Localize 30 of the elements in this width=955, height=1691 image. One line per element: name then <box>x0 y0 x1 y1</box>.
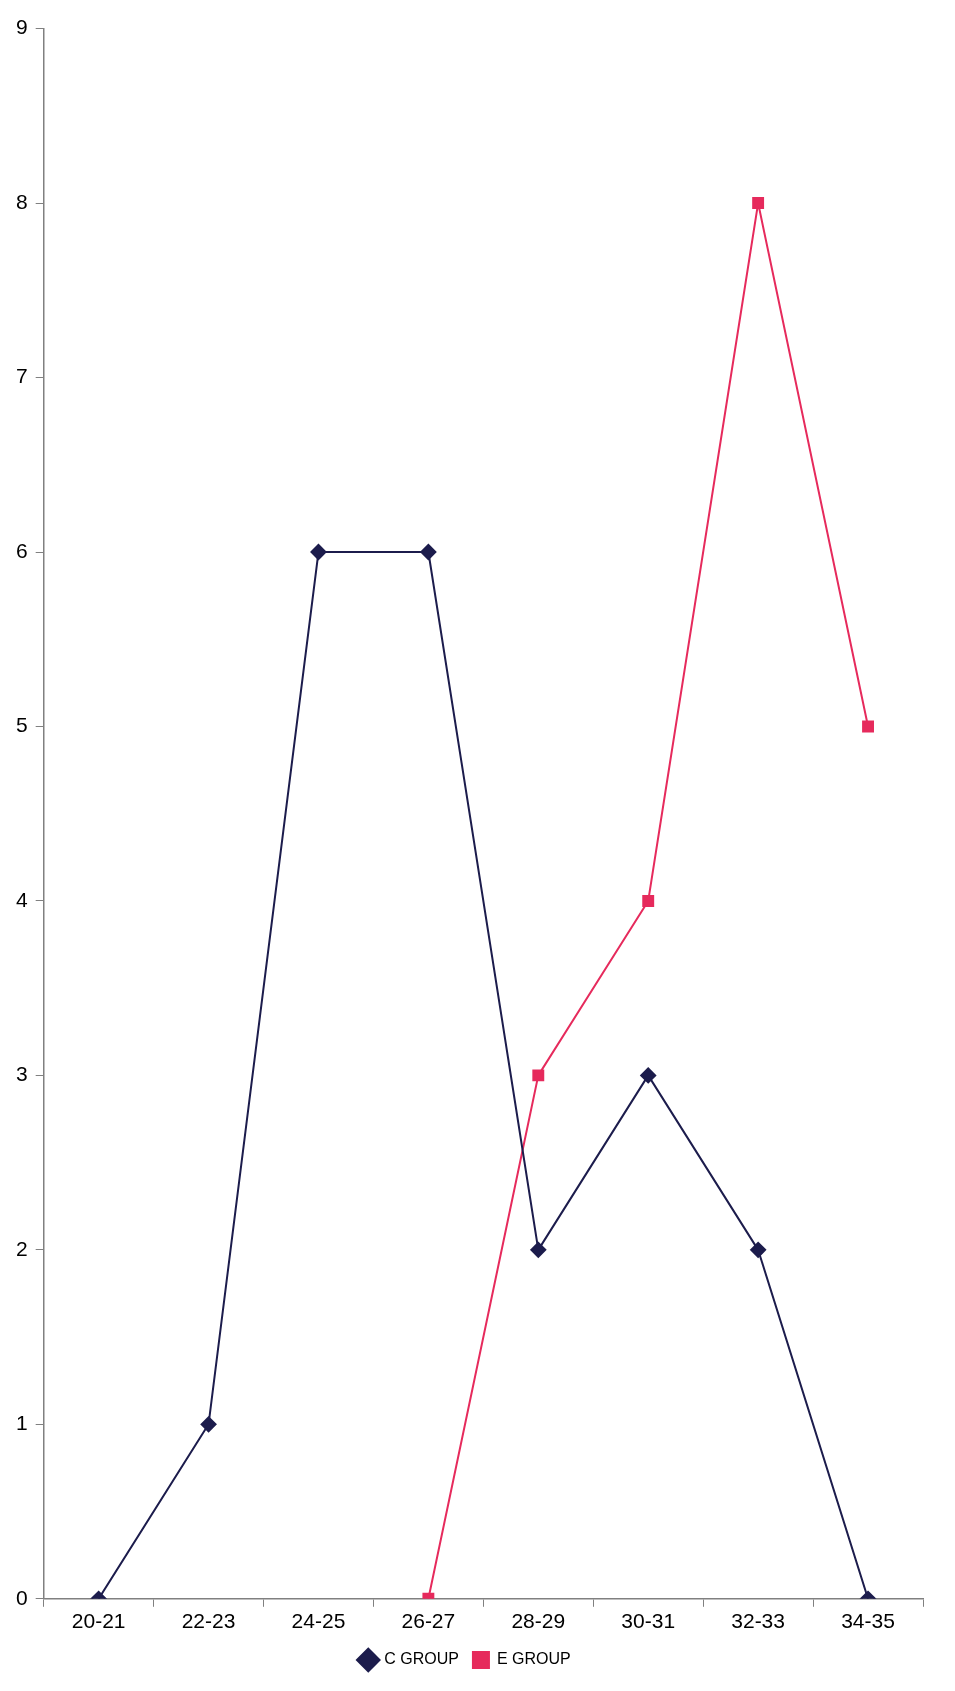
point <box>310 544 327 560</box>
y-tick-label: 2 <box>15 1236 28 1260</box>
y-tick-label: 7 <box>15 364 28 388</box>
point <box>642 894 655 907</box>
point <box>530 1241 547 1258</box>
y-tick-label: 8 <box>15 189 28 213</box>
y-tick-label: 0 <box>15 1585 28 1609</box>
x-tick-label: 32-33 <box>731 1609 785 1633</box>
point <box>420 544 437 560</box>
x-tick-label: 30-31 <box>621 1609 676 1633</box>
legend-label: C GROUP <box>384 1650 459 1668</box>
y-tick-label: 6 <box>15 538 28 562</box>
x-tick-label: 24-25 <box>291 1609 346 1633</box>
y-tick-label: 9 <box>15 15 28 39</box>
x-tick-label: 20-21 <box>71 1609 126 1633</box>
x-tick-label: 28-29 <box>511 1609 566 1633</box>
point <box>200 1416 217 1433</box>
y-tick-label: 4 <box>15 887 28 911</box>
y-tick-label: 5 <box>15 713 28 737</box>
point <box>752 197 765 210</box>
legend-label: E GROUP <box>496 1650 571 1668</box>
point <box>640 1067 657 1084</box>
point <box>750 1241 767 1258</box>
y-tick-label: 1 <box>15 1411 28 1435</box>
x-tick-label: 26-27 <box>401 1609 456 1633</box>
y-tick-label: 3 <box>15 1062 28 1086</box>
x-tick-label: 34-35 <box>841 1609 895 1633</box>
point <box>862 720 874 733</box>
point <box>532 1069 545 1082</box>
x-tick-label: 22-23 <box>181 1609 236 1633</box>
